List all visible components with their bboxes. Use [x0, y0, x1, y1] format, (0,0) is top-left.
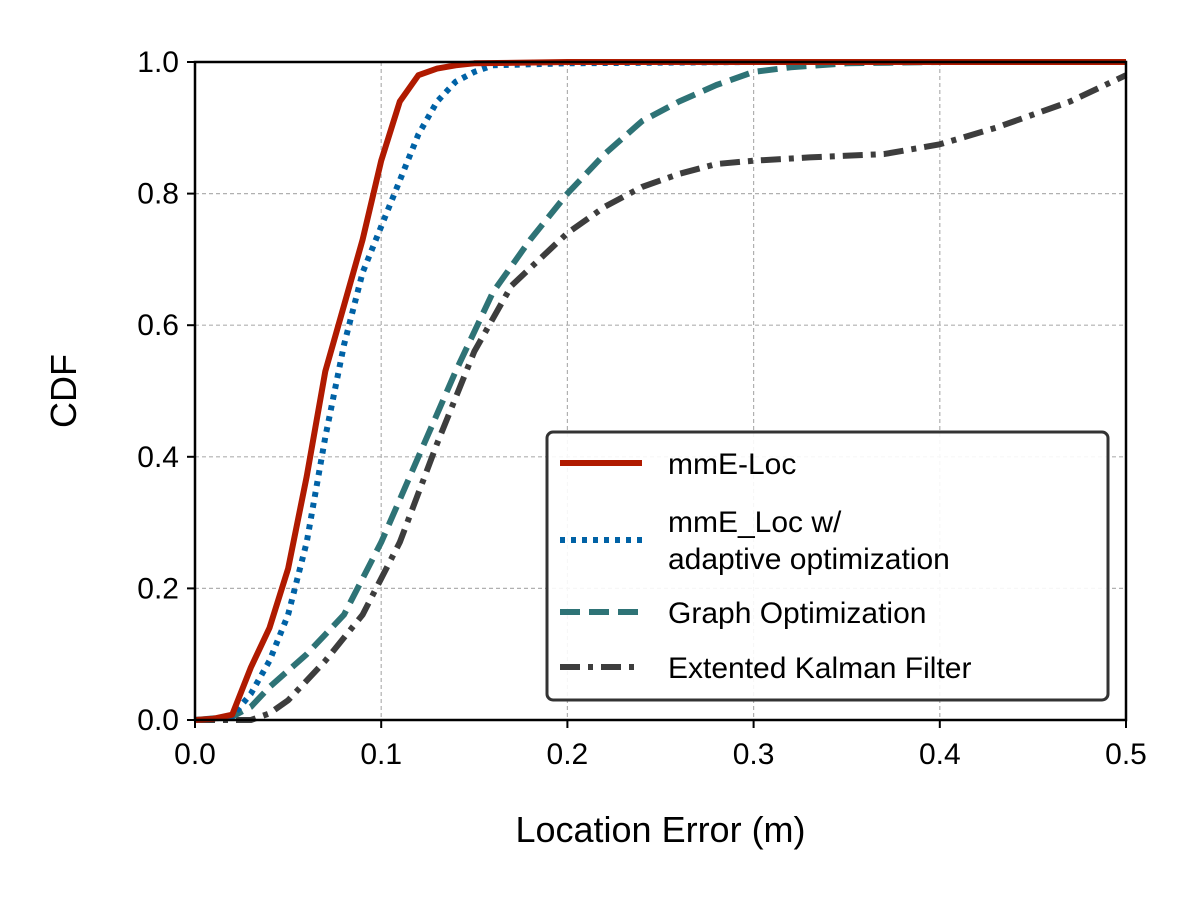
- x-tick-label: 0.5: [1105, 738, 1147, 771]
- y-tick-label: 0.2: [137, 572, 179, 605]
- y-tick-label: 1.0: [137, 46, 179, 79]
- legend-label-3: Graph Optimization: [668, 597, 926, 630]
- x-tick-label: 0.1: [360, 738, 402, 771]
- y-tick-label: 0.0: [137, 704, 179, 737]
- x-tick-label: 0.4: [919, 738, 961, 771]
- x-tick-label: 0.2: [547, 738, 589, 771]
- y-tick-label: 0.6: [137, 309, 179, 342]
- x-tick-label: 0.3: [733, 738, 775, 771]
- y-axis: 0.0 0.2 0.4 0.6 0.8 1.0: [137, 46, 195, 737]
- series-line-4: [195, 72, 1128, 723]
- x-axis: 0.0 0.1 0.2 0.3 0.4 0.5: [174, 720, 1147, 771]
- legend: mmE-Loc mmE_Loc w/adaptive optimization Gr…: [545, 430, 1110, 702]
- legend-label-1: mmE-Loc: [668, 448, 796, 481]
- x-axis-title: Location Error (m): [515, 809, 805, 850]
- y-axis-title: CDF: [43, 354, 84, 428]
- y-tick-label: 0.8: [137, 178, 179, 211]
- series-line-3: [195, 59, 1126, 723]
- x-tick-label: 0.0: [174, 738, 216, 771]
- series-line-2: [195, 59, 1126, 723]
- legend-label-4: Extented Kalman Filter: [668, 652, 971, 685]
- legend-box: [545, 430, 1110, 702]
- plot-frame: [193, 60, 1128, 722]
- y-tick-label: 0.4: [137, 441, 179, 474]
- legend-label-2: mmE_Loc w/adaptive optimization: [668, 506, 950, 576]
